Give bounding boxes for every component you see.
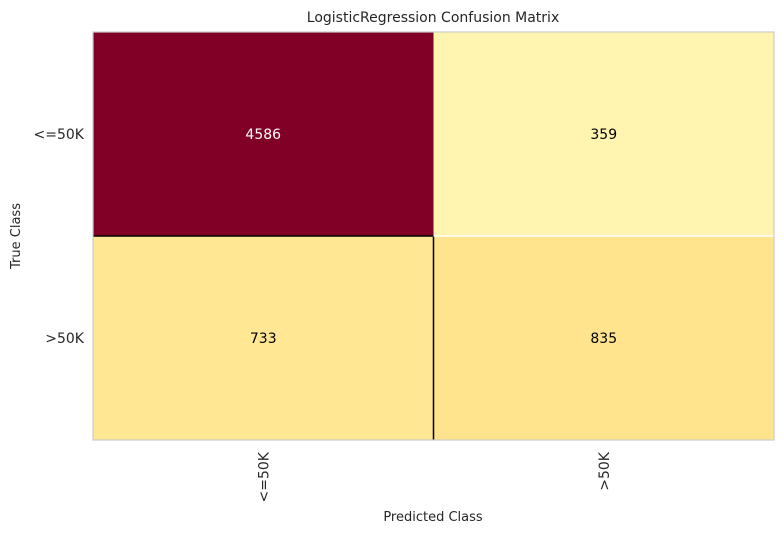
y-tick-label: >50K xyxy=(45,331,85,347)
y-tick-label: <=50K xyxy=(34,127,85,143)
cell-value-r2-c1: 733 xyxy=(250,331,277,347)
cell-value-r1-c1: 4586 xyxy=(245,127,281,143)
heatmap-cell-r1-c1 xyxy=(93,32,434,236)
chart-title: LogisticRegression Confusion Matrix xyxy=(307,10,559,26)
x-axis-label: Predicted Class xyxy=(383,510,483,525)
cell-value-r2-c2: 835 xyxy=(590,331,617,347)
plot-frame xyxy=(92,31,775,441)
x-tick-label: >50K xyxy=(597,451,613,491)
y-axis-label: True Class xyxy=(9,203,24,270)
x-tick-label: <=50K xyxy=(256,451,272,502)
x-tick-labels: <=50K >50K xyxy=(256,451,613,502)
heatmap-cells xyxy=(93,32,774,440)
cell-value-r1-c2: 359 xyxy=(590,127,617,143)
y-tick-labels: <=50K >50K xyxy=(34,127,85,347)
heatmap-cell-labels: 4586 359 733 835 xyxy=(245,127,617,347)
heatmap-cell-r2-c2 xyxy=(433,236,774,440)
heatmap-cell-r1-c2 xyxy=(433,32,774,236)
heatmap-cell-r2-c1 xyxy=(93,236,434,440)
